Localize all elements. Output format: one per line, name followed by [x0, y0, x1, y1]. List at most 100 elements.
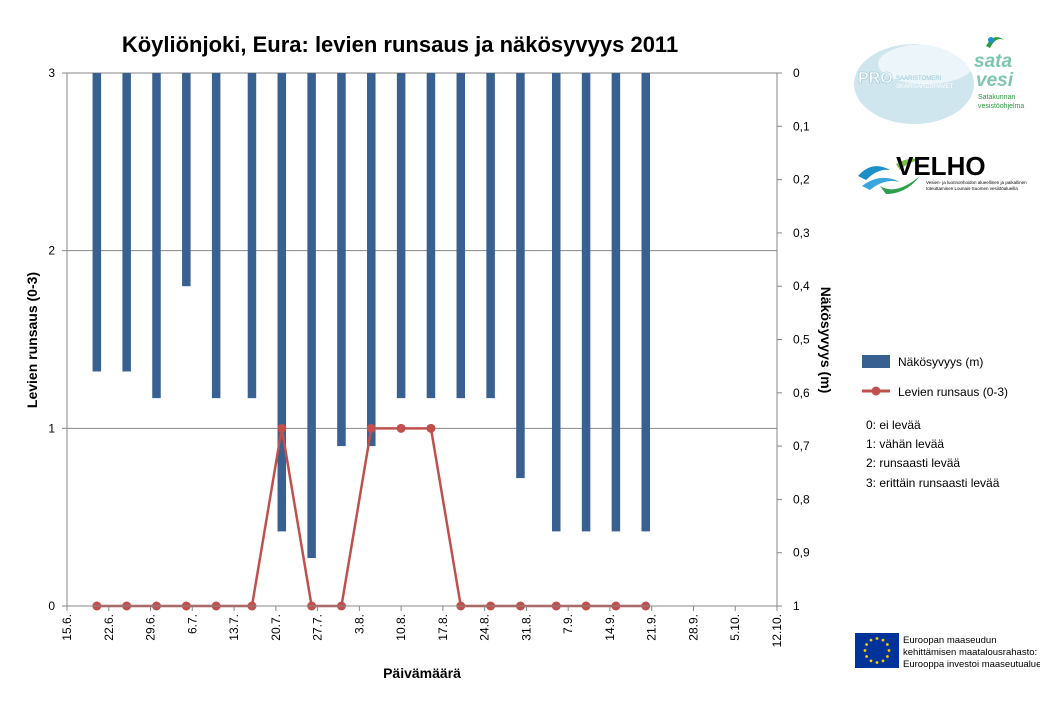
visibility-bar	[611, 73, 621, 532]
algae-point	[396, 423, 406, 433]
algae-line-path	[96, 427, 646, 608]
visibility-bar	[581, 73, 591, 532]
x-tick-label: 28.9.	[686, 614, 700, 641]
eu-star-icon	[869, 638, 873, 642]
x-tick-label: 31.8.	[519, 614, 533, 641]
velho-wave-icon	[880, 176, 920, 194]
eu-funding-logo: Euroopan maaseudun kehittämisen maatalou…	[855, 633, 1040, 670]
eu-star-icon	[885, 643, 889, 646]
legend: Näkösyvyys (m) Levien runsaus (0-3) 0: e…	[862, 355, 1008, 490]
velho-line2: toteuttaminen Lounais-Suomen vesistöalue…	[926, 186, 1018, 191]
y2-tick-label: 0,4	[793, 279, 810, 293]
y2-tick-label: 0,6	[793, 386, 810, 400]
visibility-bar	[307, 73, 316, 559]
y2-tick-label: 1	[793, 599, 800, 613]
eu-line1: Euroopan maaseudun	[903, 635, 997, 646]
y2-tick-label: 0,1	[793, 119, 810, 133]
x-tick-label: 5.10.	[728, 614, 742, 641]
gridlines	[67, 72, 777, 429]
y2-tick-label: 0,8	[793, 492, 810, 506]
satavesi-line4: vesistöohjelma	[978, 103, 1024, 110]
visibility-bar	[551, 73, 561, 532]
satavesi-leaf-icon	[986, 37, 1004, 48]
y-tick-label: 3	[48, 66, 55, 80]
visibility-bar	[396, 73, 406, 399]
legend-note: 2: runsaasti levää	[866, 456, 960, 470]
legend-label-bar: Näkösyvyys (m)	[898, 355, 983, 369]
algae-line	[92, 423, 651, 611]
visibility-bar	[211, 73, 221, 399]
visibility-bar	[247, 73, 257, 399]
left-axis-ticks: 0 1 2 3	[48, 66, 67, 613]
eu-stars	[863, 637, 891, 664]
legend-label-line: Levien runsaus (0-3)	[898, 385, 1008, 399]
legend-note: 0: ei levää	[866, 418, 921, 432]
visibility-bar	[456, 73, 466, 399]
satavesi-logo: sata vesi Satakunnan vesistöohjelma	[974, 37, 1024, 110]
visibility-bar	[641, 73, 650, 532]
legend-swatch-marker	[871, 386, 881, 396]
pro-logo-wave	[878, 44, 974, 84]
pro-logo-word: PRO	[858, 70, 893, 87]
x-tick-label: 14.9.	[603, 614, 617, 641]
legend-swatch-bar	[862, 355, 890, 368]
eu-star-icon	[865, 643, 869, 646]
right-axis-ticks: 0 0,1 0,2 0,3 0,4 0,5 0,6 0,7 0,8 0,9 1	[777, 66, 810, 613]
y2-tick-label: 0,5	[793, 333, 810, 347]
satavesi-dot-icon	[988, 37, 994, 43]
x-tick-label: 21.9.	[645, 614, 659, 641]
y-tick-label: 1	[48, 421, 55, 435]
x-tick-label: 6.7.	[185, 614, 199, 634]
eu-line3: Eurooppa investoi maaseutualueisiin	[903, 659, 1040, 670]
x-tick-label: 10.8.	[394, 614, 408, 641]
x-tick-label: 7.9.	[561, 614, 575, 634]
satavesi-line3: Satakunnan	[978, 94, 1015, 101]
visibility-bar	[152, 73, 161, 399]
y2-tick-label: 0,7	[793, 439, 810, 453]
y-axis-right-title: Näkösyvyys (m)	[818, 287, 834, 394]
eu-star-icon	[875, 661, 879, 664]
visibility-bar	[122, 73, 131, 372]
visibility-bar	[486, 73, 495, 399]
pro-saaristomeri-logo: PRO SAARISTOMERI SKÄRGÅRDSHAVET	[854, 44, 974, 124]
eu-star-icon	[881, 638, 885, 642]
visibility-bars	[92, 73, 650, 559]
eu-star-icon	[887, 649, 891, 652]
algae-point	[366, 423, 376, 433]
velho-line1: Vesien- ja luonnonhoidon alueellinen ja …	[926, 180, 1027, 185]
y-axis-left-title: Levien runsaus (0-3)	[24, 272, 40, 408]
eu-star-icon	[863, 649, 867, 652]
velho-wave-icon	[862, 177, 900, 190]
x-tick-label: 13.7.	[227, 614, 241, 641]
y2-tick-label: 0,9	[793, 546, 810, 560]
eu-star-icon	[869, 659, 873, 663]
visibility-bar	[182, 73, 191, 287]
velho-logo-word: VELHO	[896, 151, 986, 181]
legend-note: 3: erittäin runsaasti levää	[866, 476, 1000, 490]
x-tick-label: 29.6.	[144, 614, 158, 641]
velho-wave-icon	[858, 166, 890, 180]
y-tick-label: 0	[48, 599, 55, 613]
eu-star-icon	[885, 655, 889, 658]
x-tick-label: 27.7.	[311, 614, 325, 641]
eu-star-icon	[881, 659, 885, 663]
x-tick-label: 3.8.	[352, 614, 366, 634]
x-tick-label: 24.8.	[478, 614, 492, 641]
y2-tick-label: 0,2	[793, 173, 810, 187]
velho-wave-icon	[896, 158, 920, 170]
algae-point	[426, 423, 436, 433]
eu-line2: kehittämisen maatalousrahasto:	[903, 647, 1037, 658]
legend-note: 1: vähän levää	[866, 437, 944, 451]
visibility-bar	[516, 73, 525, 479]
pro-logo-line2: SKÄRGÅRDSHAVET	[896, 83, 954, 90]
chart-title: Köyliönjoki, Eura: levien runsaus ja näk…	[122, 32, 678, 57]
x-tick-label: 20.7.	[269, 614, 283, 641]
y2-tick-label: 0,3	[793, 226, 810, 240]
x-axis-ticks: 15.6. 22.6. 29.6. 6.7. 13.7. 20.7. 27.7. 3.8. 10…	[60, 606, 784, 647]
velho-logo: VELHO Vesien- ja luonnonhoidon alueellin…	[858, 151, 1027, 194]
x-tick-label: 17.8.	[436, 614, 450, 641]
visibility-bar	[367, 73, 376, 447]
visibility-bar	[337, 73, 346, 447]
satavesi-line1: sata	[974, 51, 1012, 72]
